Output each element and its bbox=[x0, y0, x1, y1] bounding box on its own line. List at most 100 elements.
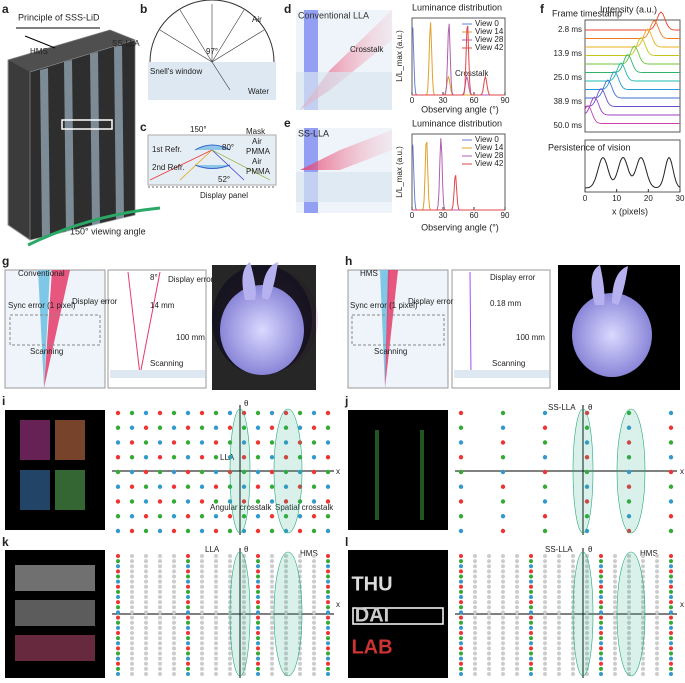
label: Intensity (a.u.) bbox=[600, 4, 657, 14]
dot bbox=[585, 661, 589, 666]
dot bbox=[171, 484, 177, 489]
dot bbox=[311, 499, 317, 504]
dot bbox=[641, 610, 645, 615]
dot bbox=[487, 584, 491, 589]
dot bbox=[171, 528, 177, 534]
dot bbox=[326, 574, 330, 579]
dot bbox=[669, 559, 673, 564]
dot bbox=[199, 440, 205, 445]
dot bbox=[144, 579, 148, 584]
dot bbox=[172, 579, 176, 584]
dot bbox=[473, 605, 477, 610]
curve bbox=[585, 28, 680, 48]
label: Display error bbox=[490, 273, 536, 282]
dot bbox=[157, 410, 163, 416]
dot bbox=[515, 636, 519, 641]
dot bbox=[655, 625, 659, 630]
x-tick-label: 20 bbox=[644, 194, 653, 203]
dot bbox=[228, 589, 232, 594]
dot bbox=[641, 656, 645, 661]
dot bbox=[312, 641, 316, 646]
dot bbox=[185, 528, 191, 534]
time-label: 2.8 ms bbox=[558, 25, 582, 34]
dot bbox=[186, 569, 190, 574]
dot bbox=[186, 656, 190, 661]
dot bbox=[529, 589, 533, 594]
dot bbox=[130, 610, 134, 615]
dot bbox=[312, 656, 316, 661]
dot bbox=[459, 579, 463, 584]
legend-label: View 28 bbox=[475, 151, 504, 160]
shape bbox=[211, 149, 271, 181]
dot bbox=[669, 589, 673, 594]
dot bbox=[115, 410, 121, 416]
dot bbox=[669, 564, 673, 569]
dot bbox=[326, 595, 330, 600]
dot bbox=[186, 625, 190, 630]
label: h bbox=[345, 254, 352, 268]
dot bbox=[144, 656, 148, 661]
dot bbox=[213, 455, 219, 460]
label: HMS bbox=[300, 549, 318, 558]
dot bbox=[543, 554, 547, 558]
dot bbox=[312, 651, 316, 656]
plot-frame bbox=[584, 19, 681, 133]
dot bbox=[557, 600, 561, 605]
dot bbox=[116, 559, 120, 564]
dot bbox=[325, 410, 331, 416]
dot bbox=[256, 661, 260, 666]
dot bbox=[312, 605, 316, 610]
dot bbox=[501, 641, 505, 646]
dot bbox=[585, 574, 589, 579]
dot bbox=[256, 666, 260, 671]
dot bbox=[501, 595, 505, 600]
dot bbox=[626, 484, 632, 489]
dot bbox=[199, 410, 205, 416]
dot bbox=[284, 579, 288, 584]
dot bbox=[515, 579, 519, 584]
label: Scanning bbox=[492, 359, 525, 368]
dot bbox=[613, 615, 617, 620]
image-blob bbox=[20, 470, 50, 510]
dot bbox=[130, 584, 134, 589]
dot bbox=[557, 579, 561, 584]
dot bbox=[669, 610, 673, 615]
dot bbox=[459, 605, 463, 610]
dot bbox=[213, 484, 219, 489]
x-tick-label: 60 bbox=[470, 211, 479, 220]
x-tick-label: 90 bbox=[501, 211, 510, 220]
dot bbox=[655, 656, 659, 661]
dot bbox=[200, 589, 204, 594]
dot bbox=[487, 579, 491, 584]
dot bbox=[241, 425, 247, 430]
dot bbox=[312, 646, 316, 651]
dot bbox=[269, 425, 275, 430]
dot bbox=[487, 615, 491, 620]
dot bbox=[641, 554, 645, 558]
dot bbox=[144, 600, 148, 605]
dot bbox=[515, 646, 519, 651]
dot bbox=[473, 625, 477, 630]
dot bbox=[270, 630, 274, 635]
dot bbox=[459, 630, 463, 635]
label: x bbox=[336, 600, 340, 609]
dot bbox=[214, 569, 218, 574]
dot bbox=[613, 666, 617, 671]
dot bbox=[130, 641, 134, 646]
dot bbox=[543, 605, 547, 610]
dot bbox=[613, 620, 617, 625]
label: x bbox=[680, 600, 684, 609]
shape bbox=[348, 410, 448, 530]
dot bbox=[186, 646, 190, 651]
dot bbox=[157, 484, 163, 489]
curve bbox=[585, 20, 680, 39]
dot bbox=[158, 630, 162, 635]
dot bbox=[144, 584, 148, 589]
dot bbox=[585, 646, 589, 651]
dot bbox=[130, 574, 134, 579]
label: SSS-LiD w/o SS-LLA bbox=[17, 540, 93, 549]
dot bbox=[185, 455, 191, 460]
dot bbox=[655, 666, 659, 671]
dot bbox=[487, 651, 491, 656]
dot bbox=[242, 584, 246, 589]
